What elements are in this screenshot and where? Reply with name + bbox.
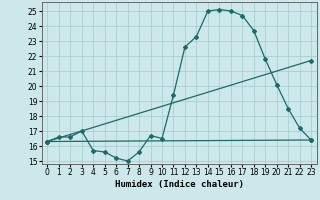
- X-axis label: Humidex (Indice chaleur): Humidex (Indice chaleur): [115, 180, 244, 189]
